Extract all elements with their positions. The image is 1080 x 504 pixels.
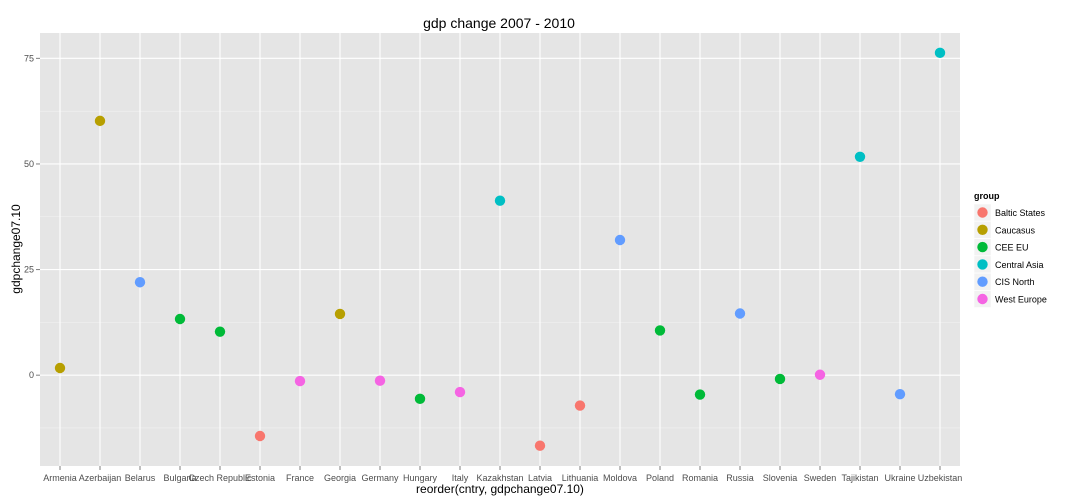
data-point	[734, 308, 746, 319]
legend-label: Caucasus	[995, 225, 1036, 235]
legend-label: CEE EU	[995, 243, 1029, 253]
x-tick-label: Sweden	[804, 473, 837, 483]
legend-key-dot	[977, 293, 988, 305]
legend-label: Baltic States	[995, 208, 1046, 218]
x-tick-label: Uzbekistan	[918, 473, 963, 483]
data-point	[654, 325, 666, 336]
data-point	[374, 375, 386, 386]
x-axis-title: reorder(cntry, gdpchange07.10)	[416, 482, 584, 496]
x-tick-label: Armenia	[43, 473, 77, 483]
x-tick-label: Bulgaria	[163, 473, 196, 483]
data-point	[134, 277, 146, 288]
y-tick-label: 50	[24, 159, 34, 169]
x-tick-label: Kazakhstan	[476, 473, 523, 483]
y-axis: 0 25 50 75	[24, 53, 40, 380]
x-tick-label: Belarus	[125, 473, 156, 483]
data-point	[254, 430, 266, 442]
legend-label: CIS North	[995, 277, 1035, 287]
x-tick-label: Moldova	[603, 473, 637, 483]
x-tick-label: Hungary	[403, 473, 438, 483]
chart-title: gdp change 2007 - 2010	[423, 15, 575, 31]
data-point	[774, 373, 786, 385]
x-tick-label: Russia	[726, 473, 754, 483]
x-tick-label: Tajikistan	[841, 473, 878, 483]
legend-key-dot	[977, 224, 988, 235]
x-tick-label: Azerbaijan	[79, 473, 122, 483]
x-tick-label: Lithuania	[562, 473, 599, 483]
data-point	[294, 375, 306, 387]
x-tick-label: Czech Republic	[188, 473, 252, 483]
x-tick-label: France	[286, 473, 314, 483]
data-point	[934, 47, 946, 59]
data-point	[574, 400, 586, 411]
data-point	[174, 313, 186, 325]
data-point	[534, 440, 546, 451]
data-point	[614, 234, 626, 246]
legend: group Baltic States Caucasus CEE EU Central…	[973, 191, 1047, 308]
legend-key-dot	[977, 207, 988, 218]
legend-key-dot	[977, 276, 988, 287]
data-point	[54, 362, 66, 374]
y-tick-label: 75	[24, 53, 34, 63]
x-tick-label: Slovenia	[763, 473, 798, 483]
grid-lines	[40, 33, 960, 466]
y-tick-label: 25	[24, 265, 34, 275]
data-point	[494, 195, 506, 206]
x-tick-label: Italy	[452, 473, 469, 483]
legend-title: group	[974, 191, 1000, 201]
data-point	[414, 393, 426, 405]
legend-key-dot	[977, 259, 988, 270]
data-point	[814, 369, 826, 380]
x-tick-label: Georgia	[324, 473, 356, 483]
x-tick-label: Latvia	[528, 473, 552, 483]
x-tick-label: Poland	[646, 473, 674, 483]
data-point	[454, 386, 466, 398]
data-point	[894, 388, 906, 400]
y-tick-label: 0	[29, 370, 34, 380]
data-point	[694, 389, 706, 400]
data-point	[334, 308, 346, 320]
legend-label: Central Asia	[995, 260, 1044, 270]
data-point	[214, 326, 226, 337]
data-point	[94, 115, 106, 127]
x-tick-label: Estonia	[245, 473, 275, 483]
x-tick-label: Germany	[361, 473, 399, 483]
x-tick-label: Ukraine	[884, 473, 915, 483]
data-point	[854, 151, 866, 162]
x-tick-label: Romania	[682, 473, 718, 483]
legend-label: West Europe	[995, 295, 1047, 305]
y-axis-title: gdpchange07.10	[9, 204, 23, 294]
data-points	[54, 47, 946, 451]
legend-key-dot	[977, 241, 988, 253]
